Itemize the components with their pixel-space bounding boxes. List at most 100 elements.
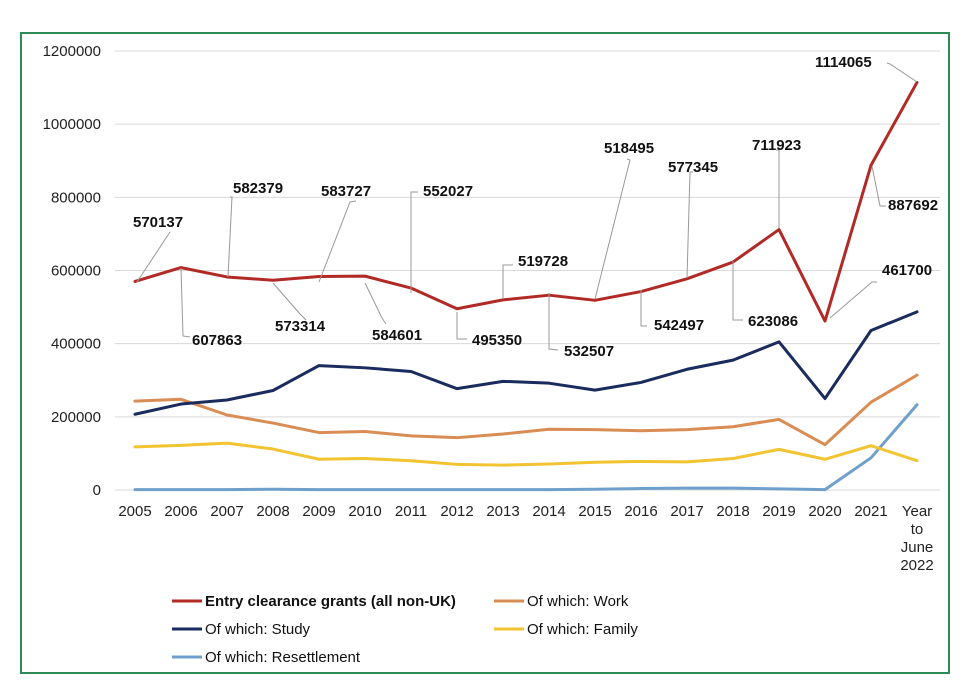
x-tick-label-line: 2018 [716,503,749,520]
data-label: 518495 [604,140,654,157]
x-tick-label: 2014 [532,503,565,520]
data-label-leader [776,149,780,228]
x-tick-label-line: Year [902,503,932,520]
y-tick-label: 200000 [51,409,101,426]
x-tick-label-line: 2020 [808,503,841,520]
y-tick-label: 0 [93,482,101,499]
data-label-leader [227,196,233,278]
y-tick-label: 800000 [51,189,101,206]
y-tick-label: 400000 [51,336,101,353]
data-label-leader [502,264,513,299]
x-tick-label: 2020 [808,503,841,520]
x-tick-label-line: 2007 [210,503,243,520]
data-label: 577345 [668,159,718,176]
x-tick-label-line: 2005 [118,503,151,520]
data-label: 584601 [372,327,422,344]
data-label: 519728 [518,253,568,270]
y-tick-label: 1000000 [43,116,101,133]
series-line [133,310,919,416]
data-label-leader [272,282,307,321]
x-tick-label-line: to [911,521,924,538]
x-tick-label: 2015 [578,503,611,520]
x-tick-label-line: 2013 [486,503,519,520]
x-tick-label-line: 2016 [624,503,657,520]
x-tick-label: 2008 [256,503,289,520]
legend-label: Of which: Study [205,621,311,638]
y-axis: 0 200000 400000 600000 800000 1000000 1200000 [43,43,101,499]
x-tick-label: 2019 [762,503,795,520]
x-tick-label-line: 2014 [532,503,565,520]
x-tick-label: 2013 [486,503,519,520]
data-label-leader [410,191,418,293]
x-tick-label-line: 2021 [854,503,887,520]
series-lines [133,80,919,492]
x-tick-label: 2021 [854,503,887,520]
x-tick-label-line: 2008 [256,503,289,520]
data-label-leader [640,290,647,327]
data-label: 570137 [133,214,183,231]
data-label: 461700 [882,262,932,279]
series-line [133,373,919,447]
x-tick-label-line: 2017 [670,503,703,520]
data-label-leader [686,171,693,279]
gridlines [115,50,940,491]
data-label-leader [594,158,631,300]
legend-label: Of which: Family [527,621,638,638]
x-tick-label-line: 2006 [164,503,197,520]
data-label: 495350 [472,332,522,349]
legend: Entry clearance grants (all non-UK) Of wh… [172,593,638,666]
series-line [133,403,919,492]
data-label: 532507 [564,343,614,360]
x-tick-label: 2018 [716,503,749,520]
data-label: 711923 [752,137,801,154]
data-label: 887692 [888,197,938,214]
data-label-leader [136,231,171,283]
x-tick-label-line: 2010 [348,503,381,520]
data-label-leader [180,267,191,338]
x-tick-label: 2006 [164,503,197,520]
legend-label: Entry clearance grants (all non-UK) [205,593,456,610]
data-label-leader [886,62,918,83]
data-label-leader [548,293,559,351]
data-label: 573314 [275,318,326,335]
x-tick-label: 2011 [395,503,427,520]
x-tick-label-line: 2022 [900,557,933,574]
data-label: 623086 [748,313,798,330]
data-label: 583727 [321,183,371,200]
x-tick-label: 2016 [624,503,657,520]
y-tick-label: 600000 [51,263,101,280]
legend-label: Of which: Resettlement [205,649,361,666]
x-tick-label: Year to June 2022 [900,503,933,574]
x-tick-label-line: June [901,539,934,556]
x-tick-label: 2009 [302,503,335,520]
data-label: 582379 [233,180,283,197]
data-label: 607863 [192,332,242,349]
x-tick-label-line: 2012 [440,503,473,520]
series-line [133,441,919,467]
data-label-leader [318,200,357,283]
x-tick-label: 2007 [210,503,243,520]
data-label-leader [732,261,743,321]
y-tick-label: 1200000 [43,43,101,60]
x-tick-label: 2010 [348,503,381,520]
chart-frame [20,32,950,674]
data-label-leader [364,282,387,325]
series-line [133,80,919,323]
x-tick-label-line: 2009 [302,503,335,520]
x-tick-label-line: 2015 [578,503,611,520]
x-tick-label-line: 2019 [762,503,795,520]
x-tick-label: 2005 [118,503,151,520]
data-label-leader [871,165,886,207]
data-label: 542497 [654,317,704,334]
x-tick-label-line: 2011 [395,503,427,520]
x-tick-label: 2012 [440,503,473,520]
data-label: 552027 [423,183,473,200]
x-axis: 2005 2006 2007 2008 2009 2010 2011 2012 2013 2014… [118,503,933,574]
data-label: 1114065 [815,54,872,71]
data-label-leader [456,312,467,340]
legend-label: Of which: Work [527,593,629,610]
data-label-leader [829,281,877,319]
x-tick-label: 2017 [670,503,703,520]
data-labels: 570137 607863 582379 573314 583727 584601 5520… [133,54,938,360]
